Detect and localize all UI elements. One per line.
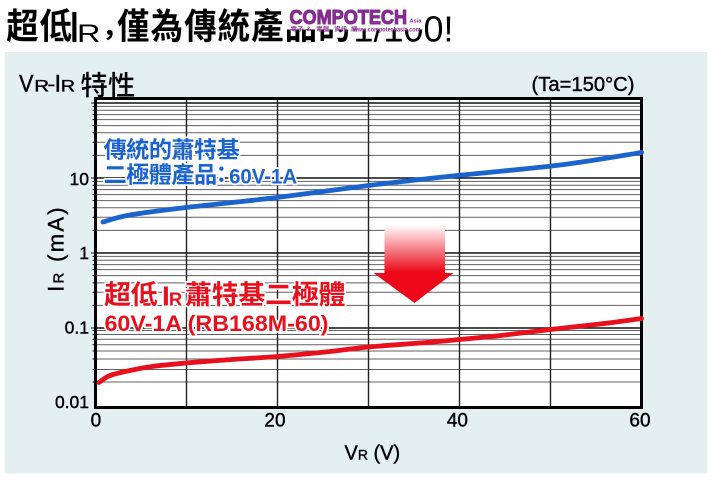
svg-text:0.1: 0.1 [65, 318, 89, 338]
svg-text:60: 60 [629, 410, 650, 431]
svg-text:I: I [162, 281, 170, 312]
svg-text:0: 0 [91, 410, 102, 431]
svg-text:&: & [307, 26, 312, 33]
svg-text:R: R [169, 289, 182, 310]
svg-text:60V-1A (RB168M-60): 60V-1A (RB168M-60) [105, 311, 329, 336]
svg-text:10: 10 [70, 169, 90, 189]
svg-text:Asia: Asia [410, 19, 423, 25]
svg-text:V: V [19, 69, 34, 96]
svg-text:-: - [48, 75, 56, 94]
svg-text:20: 20 [264, 410, 285, 431]
svg-text:40: 40 [447, 410, 468, 431]
svg-text:R: R [61, 77, 75, 95]
svg-text:(Ta=150°C): (Ta=150°C) [532, 74, 635, 96]
svg-text:IR (mA): IR (mA) [44, 205, 69, 292]
svg-text:0.01: 0.01 [55, 392, 89, 412]
svg-text:R: R [34, 76, 49, 95]
svg-text:1: 1 [79, 243, 89, 263]
svg-text:I: I [54, 71, 61, 98]
svg-text:60V-1A: 60V-1A [229, 165, 297, 189]
svg-text:COMPOTECH: COMPOTECH [290, 6, 408, 29]
svg-text:www.compotechasia.com: www.compotechasia.com [353, 26, 421, 33]
svg-text:VR (V): VR (V) [345, 443, 401, 465]
svg-text:R: R [77, 20, 100, 48]
svg-text:I: I [68, 3, 80, 52]
